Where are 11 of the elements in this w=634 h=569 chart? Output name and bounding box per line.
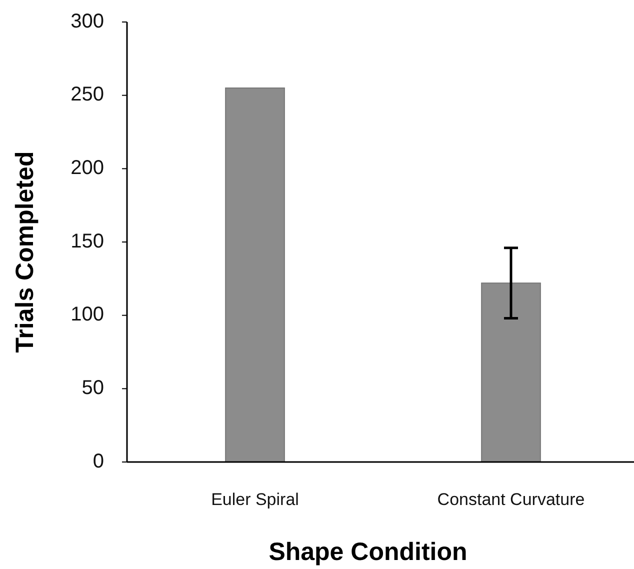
x-tick-label: Constant Curvature [437, 490, 585, 509]
y-axis-title: Trials Completed [11, 151, 39, 353]
y-tick-label: 300 [70, 10, 104, 32]
y-tick-label: 250 [70, 84, 104, 106]
y-tick-label: 0 [92, 450, 104, 472]
x-tick-label: Euler Spiral [211, 490, 299, 509]
y-tick-label: 100 [70, 304, 104, 326]
x-axis-title: Shape Condition [268, 538, 468, 566]
y-tick-label: 150 [70, 230, 104, 252]
y-tick-label: 50 [82, 376, 104, 399]
y-tick-label: 200 [70, 156, 104, 179]
